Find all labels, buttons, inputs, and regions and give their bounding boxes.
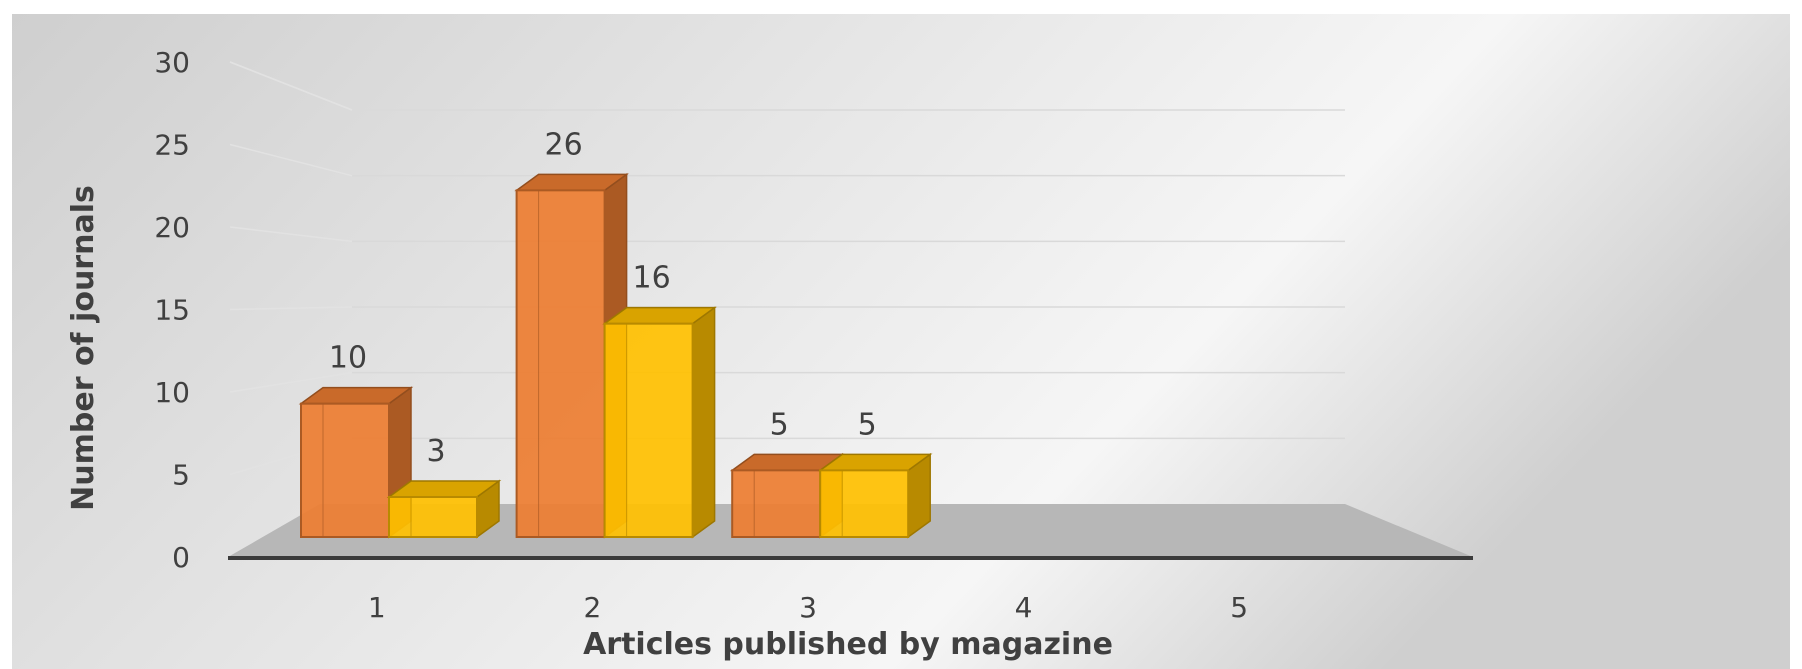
bar [386, 479, 502, 539]
x-tick-labels: 1 2 3 4 5 [368, 591, 1248, 624]
y-tick-label: 5 [172, 459, 190, 492]
y-tick-label: 10 [154, 376, 190, 409]
x-tick-label: 3 [799, 591, 817, 624]
y-axis-title: Number of journals [66, 185, 101, 511]
y-tick-label: 25 [154, 129, 190, 162]
gridline-connector [229, 306, 353, 311]
y-tick-label: 0 [172, 541, 190, 574]
x-axis-title: Articles published by magazine [583, 627, 1113, 662]
data-label: 10 [329, 341, 367, 376]
x-tick-label: 1 [368, 591, 386, 624]
gridline-connector [229, 371, 353, 393]
y-tick-labels: 0 5 10 15 20 25 30 [154, 46, 190, 574]
bar [817, 452, 933, 539]
bars [298, 172, 933, 539]
chart-background [12, 14, 1790, 669]
data-label: 5 [858, 407, 877, 442]
x-tick-label: 5 [1230, 591, 1248, 624]
y-tick-label: 30 [154, 46, 190, 79]
data-label: 26 [545, 127, 583, 162]
x-tick-label: 2 [583, 591, 601, 624]
y-tick-label: 15 [154, 294, 190, 327]
gridline-connector [229, 143, 353, 177]
data-label: 16 [633, 261, 671, 296]
data-label: 3 [426, 434, 445, 469]
data-label: 5 [770, 407, 789, 442]
y-tick-label: 20 [154, 211, 190, 244]
data-labels: 10 3 26 16 5 5 [329, 127, 877, 469]
gridline-connector [229, 226, 353, 243]
bar [602, 306, 717, 539]
gridline-connector [229, 61, 353, 111]
x-tick-label: 4 [1015, 591, 1033, 624]
